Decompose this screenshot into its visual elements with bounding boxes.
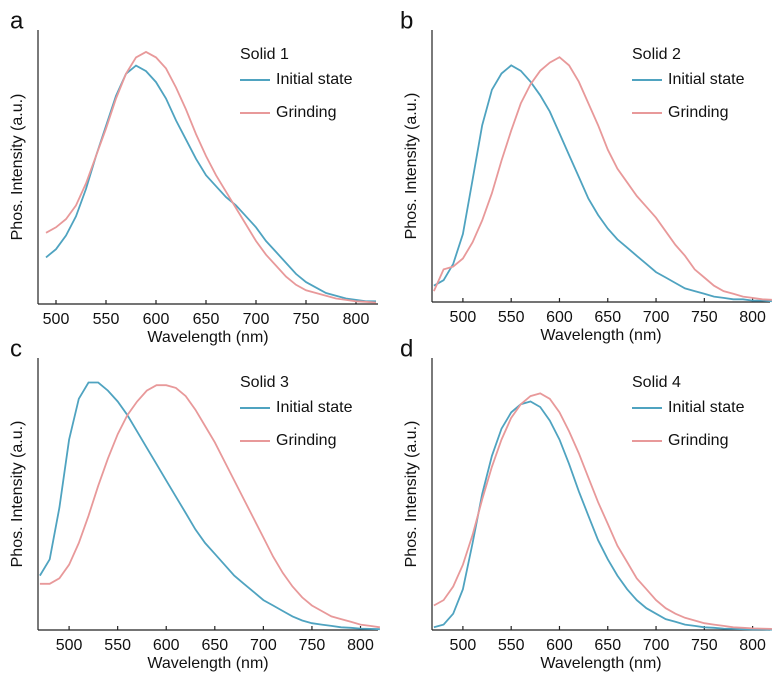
y-axis-label: Phos. Intensity (a.u.) [403,93,420,240]
line [433,392,772,630]
legend-title: Solid 1 [240,46,289,63]
x-tick-label: 600 [546,637,573,654]
x-tick-label: 550 [93,311,120,328]
legend-title: Solid 3 [240,374,289,391]
legend-label: Initial state [276,399,353,416]
legend-label: Grinding [276,432,336,449]
legend-label: Grinding [668,432,728,449]
x-tick-label: 800 [343,311,370,328]
panel-label: a [10,7,24,34]
x-tick-label: 700 [250,637,277,654]
x-tick-label: 500 [43,311,70,328]
y-axis-label: Phos. Intensity (a.u.) [9,421,26,568]
legend-title: Solid 2 [632,46,681,63]
x-tick-label: 750 [299,637,326,654]
x-tick-label: 600 [153,637,180,654]
x-tick-label: 650 [594,637,621,654]
line [45,64,376,303]
line [433,400,772,631]
x-tick-label: 800 [347,637,374,654]
x-axis-label: Wavelength (nm) [540,327,661,344]
y-axis-label: Phos. Intensity (a.u.) [403,421,420,568]
x-tick-label: 700 [643,309,670,326]
x-tick-label: 550 [498,309,525,326]
x-tick-label: 700 [243,311,270,328]
x-tick-label: 550 [104,637,131,654]
line [45,50,377,304]
legend-label: Initial state [276,71,353,88]
panel-label: b [400,7,413,34]
y-axis-label: Phos. Intensity (a.u.) [9,94,26,241]
x-tick-label: 750 [691,637,718,654]
x-tick-label: 500 [450,637,477,654]
x-axis-label: Wavelength (nm) [147,329,268,346]
line [39,381,380,631]
legend-label: Initial state [668,399,745,416]
x-axis-label: Wavelength (nm) [540,655,661,672]
legend-label: Grinding [276,104,336,121]
x-tick-label: 650 [594,309,621,326]
panel-label: d [400,335,413,362]
x-tick-label: 500 [56,637,83,654]
legend-label: Initial state [668,71,745,88]
x-tick-label: 800 [739,309,766,326]
x-tick-label: 550 [498,637,525,654]
line [433,56,772,301]
x-tick-label: 700 [643,637,670,654]
panel-label: c [10,335,22,362]
x-tick-label: 650 [193,311,220,328]
x-axis-label: Wavelength (nm) [147,655,268,672]
x-tick-label: 800 [739,637,766,654]
legend-title: Solid 4 [632,374,681,391]
x-tick-label: 750 [691,309,718,326]
line [433,64,772,303]
x-tick-label: 750 [293,311,320,328]
line [39,384,381,629]
legend-label: Grinding [668,104,728,121]
x-tick-label: 650 [201,637,228,654]
x-tick-label: 600 [546,309,573,326]
x-tick-label: 600 [143,311,170,328]
x-tick-label: 500 [450,309,477,326]
